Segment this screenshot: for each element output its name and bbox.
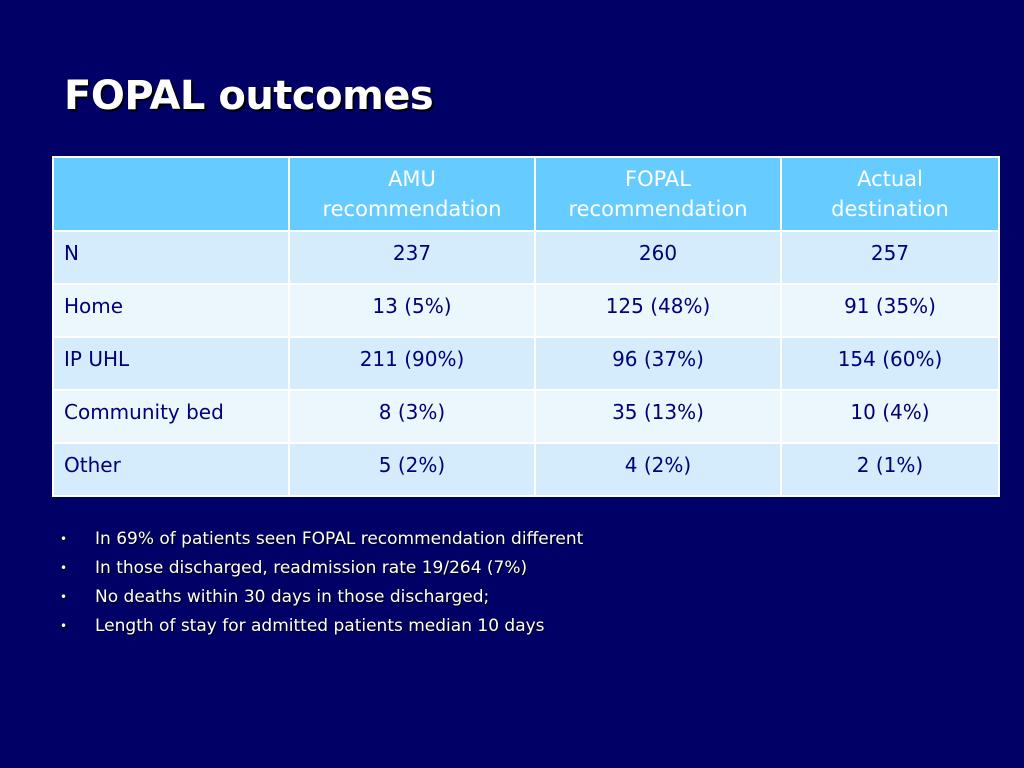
slide-title: FOPAL outcomes <box>64 73 434 119</box>
cell-fopal: 260 <box>534 230 782 285</box>
outcomes-table-container: AMU recommendation FOPAL recommendation … <box>52 156 1000 497</box>
cell-actual: 10 (4%) <box>780 389 1000 444</box>
cell-fopal: 4 (2%) <box>534 442 782 497</box>
header-amu-line2: recommendation <box>322 197 502 221</box>
outcomes-table: AMU recommendation FOPAL recommendation … <box>52 156 1000 497</box>
header-actual-line2: destination <box>831 197 949 221</box>
bullet-marker: • <box>60 590 68 604</box>
cell-fopal: 96 (37%) <box>534 336 782 391</box>
table-header-row: AMU recommendation FOPAL recommendation … <box>52 156 1000 232</box>
header-cell-fopal-recommendation: FOPAL recommendation <box>534 156 782 232</box>
bullet-item: • No deaths within 30 days in those disc… <box>60 586 583 615</box>
cell-actual: 154 (60%) <box>780 336 1000 391</box>
cell-amu: 5 (2%) <box>288 442 536 497</box>
bullet-text: Length of stay for admitted patients med… <box>95 616 545 636</box>
header-actual-line1: Actual <box>857 167 923 191</box>
header-amu-line1: AMU <box>388 167 436 191</box>
cell-amu: 237 <box>288 230 536 285</box>
row-label: IP UHL <box>52 336 290 391</box>
row-label: Other <box>52 442 290 497</box>
cell-amu: 13 (5%) <box>288 283 536 338</box>
table-row-other: Other 5 (2%) 4 (2%) 2 (1%) <box>52 442 1000 497</box>
bullet-item: • Length of stay for admitted patients m… <box>60 615 583 644</box>
header-fopal-line1: FOPAL <box>625 167 691 191</box>
row-label: Home <box>52 283 290 338</box>
cell-fopal: 35 (13%) <box>534 389 782 444</box>
row-label: N <box>52 230 290 285</box>
header-cell-actual-destination: Actual destination <box>780 156 1000 232</box>
bullet-marker: • <box>60 619 68 633</box>
bullet-list: • In 69% of patients seen FOPAL recommen… <box>60 528 583 644</box>
table-row-home: Home 13 (5%) 125 (48%) 91 (35%) <box>52 283 1000 338</box>
bullet-item: • In 69% of patients seen FOPAL recommen… <box>60 528 583 557</box>
cell-actual: 2 (1%) <box>780 442 1000 497</box>
table-row-n: N 237 260 257 <box>52 230 1000 285</box>
bullet-text: In those discharged, readmission rate 19… <box>95 558 528 578</box>
cell-actual: 91 (35%) <box>780 283 1000 338</box>
bullet-item: • In those discharged, readmission rate … <box>60 557 583 586</box>
cell-amu: 211 (90%) <box>288 336 536 391</box>
cell-fopal: 125 (48%) <box>534 283 782 338</box>
table-row-community-bed: Community bed 8 (3%) 35 (13%) 10 (4%) <box>52 389 1000 444</box>
cell-actual: 257 <box>780 230 1000 285</box>
table-row-ip-uhl: IP UHL 211 (90%) 96 (37%) 154 (60%) <box>52 336 1000 391</box>
bullet-text: In 69% of patients seen FOPAL recommenda… <box>95 529 584 549</box>
header-fopal-line2: recommendation <box>568 197 748 221</box>
header-cell-empty <box>52 156 290 232</box>
row-label: Community bed <box>52 389 290 444</box>
cell-amu: 8 (3%) <box>288 389 536 444</box>
bullet-marker: • <box>60 532 68 546</box>
bullet-marker: • <box>60 561 68 575</box>
bullet-text: No deaths within 30 days in those discha… <box>95 587 490 607</box>
header-cell-amu-recommendation: AMU recommendation <box>288 156 536 232</box>
